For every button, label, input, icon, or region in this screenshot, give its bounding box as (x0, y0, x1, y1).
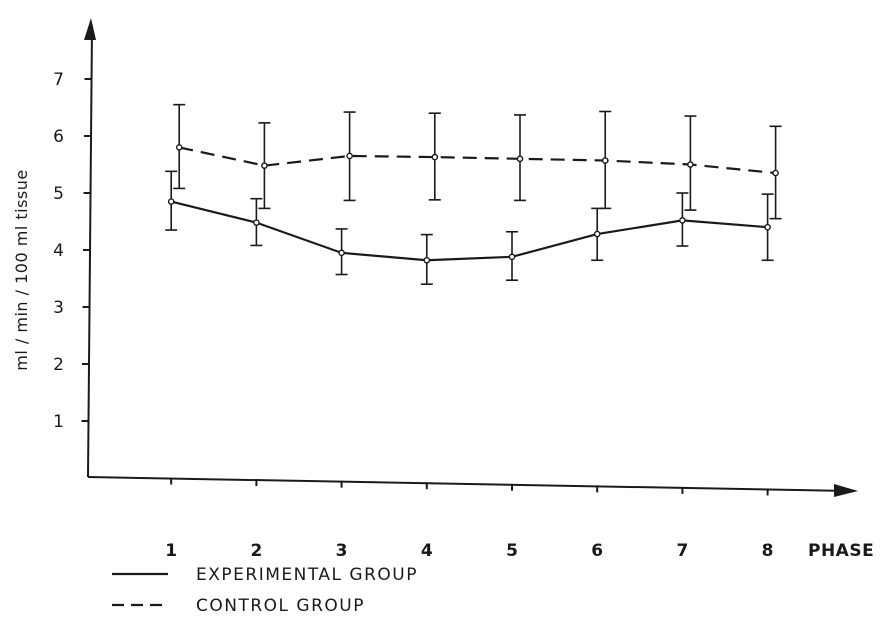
y-tick-label-2: 2 (53, 355, 64, 375)
data-point-0-5 (593, 230, 601, 238)
ticks: 1 2 3 4 5 6 7 1 2 3 4 5 6 7 8 (53, 70, 773, 561)
x-tick-label-7: 7 (676, 541, 688, 561)
data-point-1-2 (346, 152, 353, 160)
data-point-1-0 (175, 144, 183, 151)
legend: EXPERIMENTAL GROUP CONTROL GROUP (112, 565, 418, 616)
y-tick-label-3: 3 (53, 298, 64, 318)
y-axis-label: ml / min / 100 ml tissue (12, 169, 31, 370)
data-point-1-7 (772, 169, 779, 177)
x-tick-label-5: 5 (506, 541, 518, 561)
data-point-0-7 (764, 223, 771, 231)
y-axis-line (87, 27, 93, 478)
data-point-0-3 (423, 256, 431, 264)
data-point-1-1 (261, 162, 268, 169)
axes (84, 18, 858, 497)
y-axis-arrow (84, 18, 96, 40)
x-tick-label-1: 1 (165, 541, 177, 561)
data-point-1-5 (601, 157, 609, 164)
x-tick-label-2: 2 (250, 541, 262, 561)
data-point-0-6 (679, 217, 686, 224)
x-axis-arrow (834, 484, 858, 497)
data-point-0-2 (338, 249, 345, 257)
y-tick-label-1: 1 (53, 412, 64, 432)
y-tick-label-4: 4 (53, 241, 64, 261)
legend-label-control: CONTROL GROUP (196, 596, 365, 616)
y-tick-label-5: 5 (53, 184, 64, 204)
data-point-1-4 (516, 155, 524, 163)
x-tick-label-6: 6 (591, 541, 603, 561)
x-axis-label: PHASE (808, 541, 874, 561)
data-point-1-3 (431, 153, 439, 161)
data-point-1-6 (687, 161, 694, 168)
x-tick-label-3: 3 (336, 541, 348, 561)
y-tick-label-6: 6 (53, 127, 64, 147)
series-line-experimental (170, 200, 768, 262)
data-point-0-4 (508, 253, 516, 261)
y-tick-label-7: 7 (53, 70, 64, 90)
data-point-0-1 (253, 219, 260, 226)
x-axis-line (87, 476, 851, 492)
legend-label-experimental: EXPERIMENTAL GROUP (196, 565, 418, 585)
series-line-control (178, 146, 776, 175)
x-tick-label-8: 8 (762, 541, 774, 561)
data-point-0-0 (167, 198, 175, 205)
x-tick-label-4: 4 (421, 541, 433, 561)
series (165, 103, 782, 286)
